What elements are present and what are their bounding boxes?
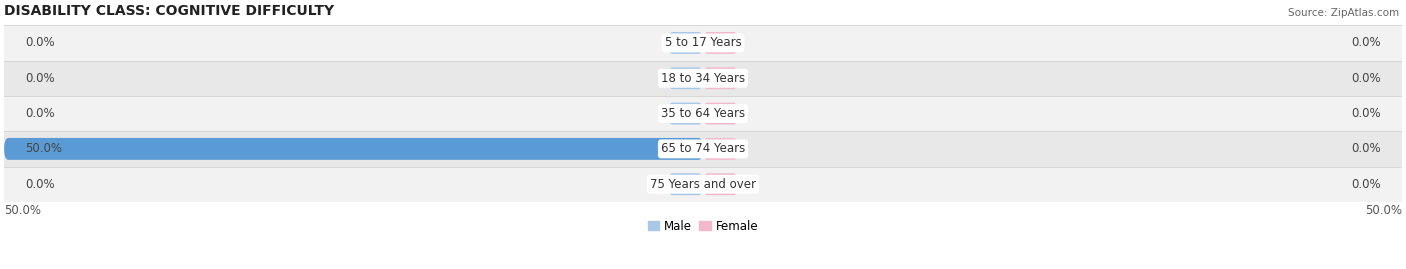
Bar xyxy=(4,61,1402,96)
Bar xyxy=(4,25,1402,61)
FancyBboxPatch shape xyxy=(703,67,738,89)
Bar xyxy=(4,96,1402,131)
Text: 35 to 64 Years: 35 to 64 Years xyxy=(661,107,745,120)
FancyBboxPatch shape xyxy=(703,173,738,195)
Text: 75 Years and over: 75 Years and over xyxy=(650,178,756,191)
Text: 50.0%: 50.0% xyxy=(25,142,62,155)
FancyBboxPatch shape xyxy=(4,138,703,160)
Text: 0.0%: 0.0% xyxy=(25,36,55,49)
Bar xyxy=(4,167,1402,202)
Bar xyxy=(4,131,1402,167)
Text: 65 to 74 Years: 65 to 74 Years xyxy=(661,142,745,155)
Text: 0.0%: 0.0% xyxy=(1351,36,1381,49)
FancyBboxPatch shape xyxy=(668,32,703,54)
Text: 0.0%: 0.0% xyxy=(1351,107,1381,120)
Text: 0.0%: 0.0% xyxy=(25,72,55,85)
FancyBboxPatch shape xyxy=(703,32,738,54)
Text: 0.0%: 0.0% xyxy=(25,178,55,191)
Text: 0.0%: 0.0% xyxy=(1351,142,1381,155)
Text: 50.0%: 50.0% xyxy=(1365,204,1402,217)
FancyBboxPatch shape xyxy=(668,173,703,195)
Text: 0.0%: 0.0% xyxy=(1351,72,1381,85)
Text: 50.0%: 50.0% xyxy=(4,204,41,217)
Text: 0.0%: 0.0% xyxy=(25,107,55,120)
FancyBboxPatch shape xyxy=(668,67,703,89)
Text: 0.0%: 0.0% xyxy=(1351,178,1381,191)
Legend: Male, Female: Male, Female xyxy=(643,215,763,237)
FancyBboxPatch shape xyxy=(668,103,703,125)
Text: DISABILITY CLASS: COGNITIVE DIFFICULTY: DISABILITY CLASS: COGNITIVE DIFFICULTY xyxy=(4,4,335,18)
FancyBboxPatch shape xyxy=(703,103,738,125)
Text: Source: ZipAtlas.com: Source: ZipAtlas.com xyxy=(1288,8,1399,18)
FancyBboxPatch shape xyxy=(703,138,738,160)
Text: 18 to 34 Years: 18 to 34 Years xyxy=(661,72,745,85)
Text: 5 to 17 Years: 5 to 17 Years xyxy=(665,36,741,49)
